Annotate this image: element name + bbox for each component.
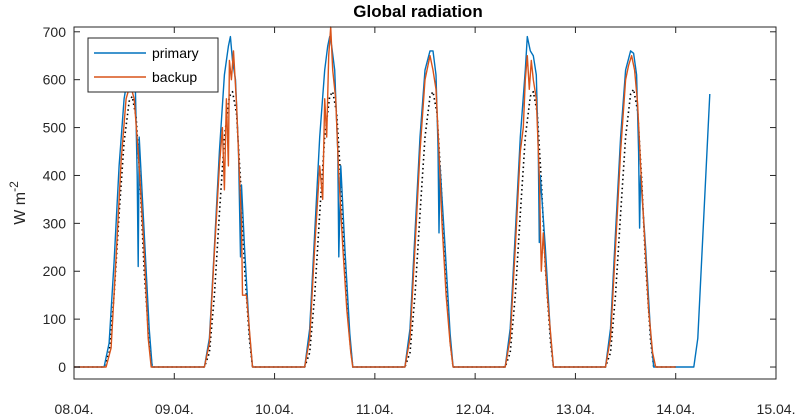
x-tick-label: 10.04.	[255, 401, 294, 417]
legend-label-primary: primary	[152, 45, 199, 61]
y-axis-label-exponent: -2	[7, 181, 21, 192]
y-tick-label: 600	[43, 72, 67, 88]
plot-border	[73, 26, 777, 380]
y-tick-label: 400	[43, 167, 67, 183]
axes-layer	[73, 26, 777, 380]
x-tick-label: 15.04.	[757, 401, 796, 417]
legend-box	[87, 37, 219, 93]
y-tick-label: 200	[43, 263, 67, 279]
series-line-backup	[74, 26, 676, 368]
y-tick-label: 100	[43, 311, 67, 327]
ticks-layer: 08.04. 09.04. 10.04. 11.04. 12.04. 13.04. 14.0…	[43, 24, 796, 417]
y-tick-label: 700	[43, 24, 67, 40]
chart-title: Global radiation	[353, 2, 482, 21]
x-tick-label: 08.04.	[55, 401, 94, 417]
y-tick-label: 0	[58, 359, 66, 375]
legend: primary backup	[87, 37, 219, 93]
x-tick-label: 13.04.	[556, 401, 595, 417]
y-tick-label: 500	[43, 120, 67, 136]
x-tick-label: 12.04.	[456, 401, 495, 417]
y-axis-label-main: W m	[12, 192, 29, 225]
x-tick-label: 11.04.	[356, 401, 394, 417]
x-tick-label: 14.04.	[656, 401, 695, 417]
y-tick-label: 300	[43, 215, 67, 231]
series-layer	[74, 26, 711, 368]
x-tick-label: 09.04.	[155, 401, 194, 417]
legend-label-backup: backup	[152, 69, 197, 85]
y-axis-label: W m-2	[7, 181, 29, 225]
